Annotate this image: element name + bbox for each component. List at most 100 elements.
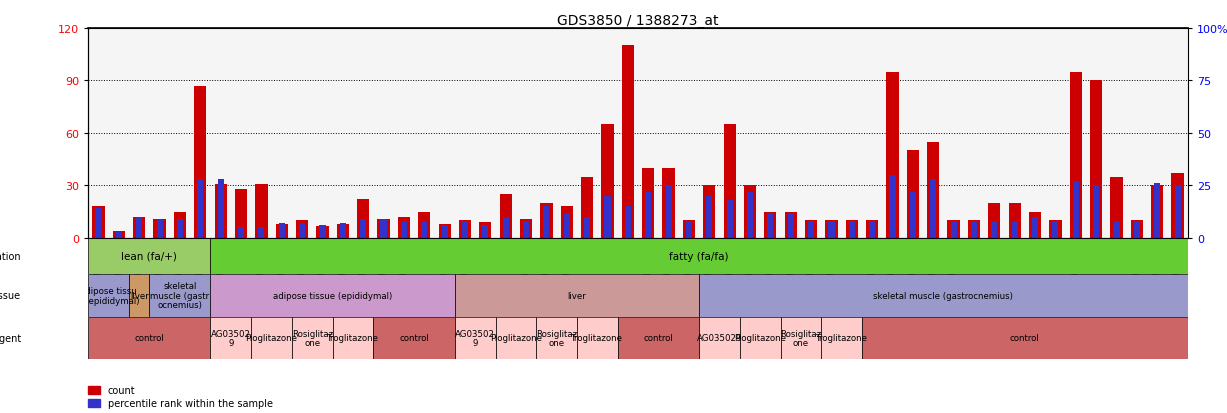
Bar bbox=[499, 195, 512, 238]
Bar bbox=[707, 197, 713, 238]
Bar bbox=[601, 125, 614, 238]
Bar bbox=[866, 221, 879, 238]
Bar bbox=[520, 219, 533, 238]
Bar bbox=[252, 317, 292, 359]
Bar bbox=[299, 223, 306, 238]
Text: control: control bbox=[643, 334, 674, 342]
Bar bbox=[826, 221, 838, 238]
Bar bbox=[968, 221, 980, 238]
Bar bbox=[1155, 184, 1161, 238]
Bar bbox=[418, 212, 431, 238]
Bar bbox=[1053, 221, 1059, 238]
Text: liver: liver bbox=[130, 291, 148, 300]
Bar bbox=[177, 219, 183, 238]
Bar bbox=[194, 86, 206, 238]
Bar bbox=[971, 221, 977, 238]
Bar bbox=[686, 221, 692, 238]
Bar bbox=[828, 221, 834, 238]
Bar bbox=[1072, 182, 1079, 238]
Bar bbox=[421, 221, 427, 238]
Bar bbox=[951, 221, 957, 238]
Text: genotype/variation: genotype/variation bbox=[0, 251, 21, 261]
Text: Troglitazone: Troglitazone bbox=[816, 334, 867, 342]
Bar bbox=[910, 192, 915, 238]
Bar bbox=[361, 219, 366, 238]
Bar bbox=[238, 228, 244, 238]
Bar bbox=[536, 317, 577, 359]
Bar bbox=[703, 186, 715, 238]
Bar bbox=[88, 317, 211, 359]
Text: AG03502
9: AG03502 9 bbox=[455, 329, 496, 347]
Bar bbox=[767, 213, 773, 238]
Bar bbox=[92, 207, 104, 238]
Text: liver: liver bbox=[568, 291, 587, 300]
Bar bbox=[319, 226, 325, 238]
Text: Troglitazone: Troglitazone bbox=[572, 334, 623, 342]
Bar bbox=[480, 223, 492, 238]
Text: Troglitazone: Troglitazone bbox=[328, 334, 379, 342]
Bar bbox=[809, 221, 815, 238]
Bar bbox=[683, 221, 694, 238]
Bar bbox=[496, 317, 536, 359]
Bar bbox=[174, 212, 187, 238]
Bar bbox=[665, 186, 671, 238]
Bar bbox=[991, 221, 998, 238]
Bar bbox=[115, 232, 121, 238]
Bar bbox=[113, 231, 125, 238]
Bar bbox=[198, 180, 204, 238]
Text: control: control bbox=[135, 334, 164, 342]
Bar bbox=[947, 221, 960, 238]
Bar bbox=[784, 212, 796, 238]
Bar bbox=[234, 190, 247, 238]
Text: tissue: tissue bbox=[0, 290, 21, 301]
Bar bbox=[869, 221, 875, 238]
Bar bbox=[380, 219, 387, 238]
Bar bbox=[622, 46, 634, 238]
Bar bbox=[740, 317, 780, 359]
Bar bbox=[401, 221, 407, 238]
Bar bbox=[482, 226, 488, 238]
Bar bbox=[577, 317, 617, 359]
Bar bbox=[442, 226, 448, 238]
Bar bbox=[276, 224, 288, 238]
Bar bbox=[584, 217, 590, 238]
Text: AG035029: AG035029 bbox=[697, 334, 742, 342]
Text: Pioglitazone: Pioglitazone bbox=[734, 334, 787, 342]
Bar bbox=[215, 184, 227, 238]
Bar bbox=[211, 238, 1188, 274]
Bar bbox=[805, 221, 817, 238]
Text: control: control bbox=[399, 334, 429, 342]
Bar bbox=[157, 219, 163, 238]
Bar bbox=[642, 169, 654, 238]
Bar bbox=[699, 274, 1188, 317]
Bar bbox=[540, 203, 552, 238]
Bar bbox=[845, 221, 858, 238]
Bar bbox=[153, 219, 166, 238]
Bar bbox=[726, 201, 733, 238]
Text: skeletal muscle (gastrocnemius): skeletal muscle (gastrocnemius) bbox=[874, 291, 1014, 300]
Bar bbox=[503, 217, 509, 238]
Text: Pioglitazone: Pioglitazone bbox=[490, 334, 542, 342]
Bar bbox=[1093, 186, 1099, 238]
Bar bbox=[134, 217, 145, 238]
Bar bbox=[217, 180, 223, 238]
Bar bbox=[890, 176, 896, 238]
Bar bbox=[88, 238, 211, 274]
Bar bbox=[373, 317, 455, 359]
Bar bbox=[317, 226, 329, 238]
Bar bbox=[279, 223, 285, 238]
Bar bbox=[988, 203, 1000, 238]
Bar bbox=[1113, 221, 1119, 238]
Text: adipose tissu
e (epididymal): adipose tissu e (epididymal) bbox=[77, 286, 140, 305]
Bar bbox=[136, 217, 142, 238]
Bar bbox=[563, 213, 569, 238]
Bar bbox=[523, 221, 529, 238]
Bar bbox=[821, 317, 863, 359]
Bar bbox=[88, 274, 129, 317]
Text: lean (fa/+): lean (fa/+) bbox=[121, 251, 178, 261]
Bar bbox=[1090, 81, 1102, 238]
Bar bbox=[340, 223, 346, 238]
Bar bbox=[744, 186, 756, 238]
Bar bbox=[1032, 217, 1038, 238]
Bar bbox=[1131, 221, 1142, 238]
